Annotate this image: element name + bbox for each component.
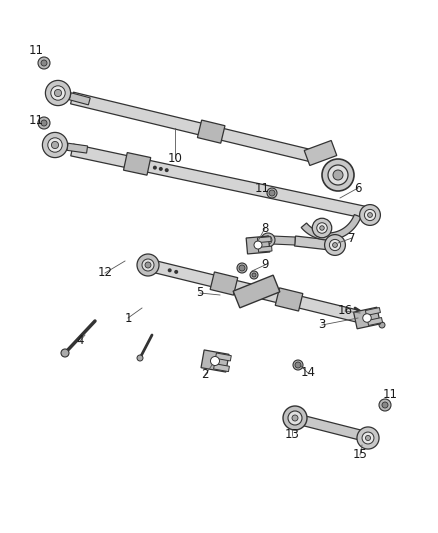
Polygon shape [147,259,367,324]
Circle shape [379,322,385,328]
Polygon shape [258,237,271,243]
Circle shape [267,188,277,198]
Text: 10: 10 [168,151,183,165]
Circle shape [329,239,341,251]
Polygon shape [272,236,295,245]
Circle shape [264,236,272,244]
Circle shape [364,209,376,221]
Circle shape [292,415,298,421]
Text: 11: 11 [382,389,398,401]
Circle shape [51,86,65,100]
Text: 11: 11 [254,182,269,195]
Circle shape [283,406,307,430]
Circle shape [165,168,169,172]
Polygon shape [67,143,88,153]
Circle shape [365,435,371,441]
Text: 8: 8 [261,222,268,235]
Circle shape [159,167,163,171]
Circle shape [382,402,388,408]
Circle shape [322,159,354,191]
Circle shape [41,120,47,126]
Polygon shape [215,353,231,361]
Polygon shape [246,236,270,254]
Polygon shape [275,288,303,311]
Circle shape [237,263,247,273]
Text: 15: 15 [353,448,367,462]
Text: 13: 13 [285,429,300,441]
Text: 14: 14 [300,367,315,379]
Text: 3: 3 [318,319,326,332]
Circle shape [332,243,337,247]
Polygon shape [210,272,238,295]
Circle shape [61,349,69,357]
Text: 11: 11 [28,114,43,126]
Polygon shape [304,141,337,166]
Circle shape [46,80,71,106]
Polygon shape [365,308,381,316]
Circle shape [38,57,50,69]
Text: 11: 11 [28,44,43,58]
Circle shape [51,141,59,149]
Circle shape [142,259,154,271]
Circle shape [137,355,143,361]
Circle shape [54,90,62,96]
Circle shape [379,399,391,411]
Text: 1: 1 [124,311,132,325]
Circle shape [137,254,159,276]
Circle shape [317,223,327,233]
Text: 5: 5 [196,287,204,300]
Polygon shape [353,307,381,329]
Circle shape [250,271,258,279]
Polygon shape [294,236,331,250]
Circle shape [42,132,67,158]
Circle shape [328,165,348,185]
Text: 9: 9 [261,259,269,271]
Polygon shape [71,92,314,162]
Circle shape [269,190,275,196]
Text: 4: 4 [76,335,84,348]
Circle shape [320,226,324,230]
Circle shape [153,166,157,169]
Circle shape [360,205,380,225]
Circle shape [367,213,372,217]
Circle shape [362,432,374,444]
Polygon shape [71,144,369,219]
Circle shape [325,235,346,255]
Text: 16: 16 [338,304,353,318]
Circle shape [38,117,50,129]
Circle shape [312,218,332,238]
Circle shape [293,360,303,370]
Circle shape [261,233,275,247]
Circle shape [211,357,219,366]
Circle shape [254,241,262,249]
Circle shape [333,170,343,180]
Text: 2: 2 [201,368,209,382]
Polygon shape [233,275,280,308]
Polygon shape [69,93,90,105]
Circle shape [168,268,172,272]
Circle shape [145,262,151,268]
Circle shape [363,314,371,322]
Circle shape [48,138,62,152]
Circle shape [252,273,256,277]
Text: 6: 6 [354,182,362,195]
Circle shape [295,362,301,368]
Polygon shape [258,246,272,252]
Polygon shape [214,364,230,372]
Circle shape [41,60,47,66]
Circle shape [239,265,245,271]
Polygon shape [124,152,151,175]
Polygon shape [201,350,229,372]
Polygon shape [304,416,361,440]
Text: 7: 7 [348,231,356,245]
Circle shape [174,270,178,274]
Polygon shape [301,215,361,240]
Circle shape [357,427,379,449]
Polygon shape [367,318,382,326]
Circle shape [288,411,302,425]
Polygon shape [198,120,225,143]
Text: 12: 12 [98,266,113,279]
